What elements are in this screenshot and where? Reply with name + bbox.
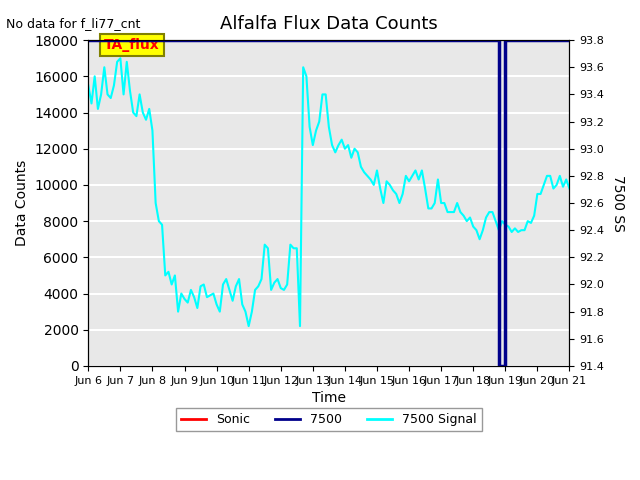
- Legend: Sonic, 7500, 7500 Signal: Sonic, 7500, 7500 Signal: [176, 408, 482, 432]
- Y-axis label: 7500 SS: 7500 SS: [611, 175, 625, 231]
- Y-axis label: Data Counts: Data Counts: [15, 160, 29, 246]
- Title: Alfalfa Flux Data Counts: Alfalfa Flux Data Counts: [220, 15, 438, 33]
- Text: TA_flux: TA_flux: [104, 38, 160, 52]
- X-axis label: Time: Time: [312, 391, 346, 405]
- Text: No data for f_li77_cnt: No data for f_li77_cnt: [6, 17, 141, 30]
